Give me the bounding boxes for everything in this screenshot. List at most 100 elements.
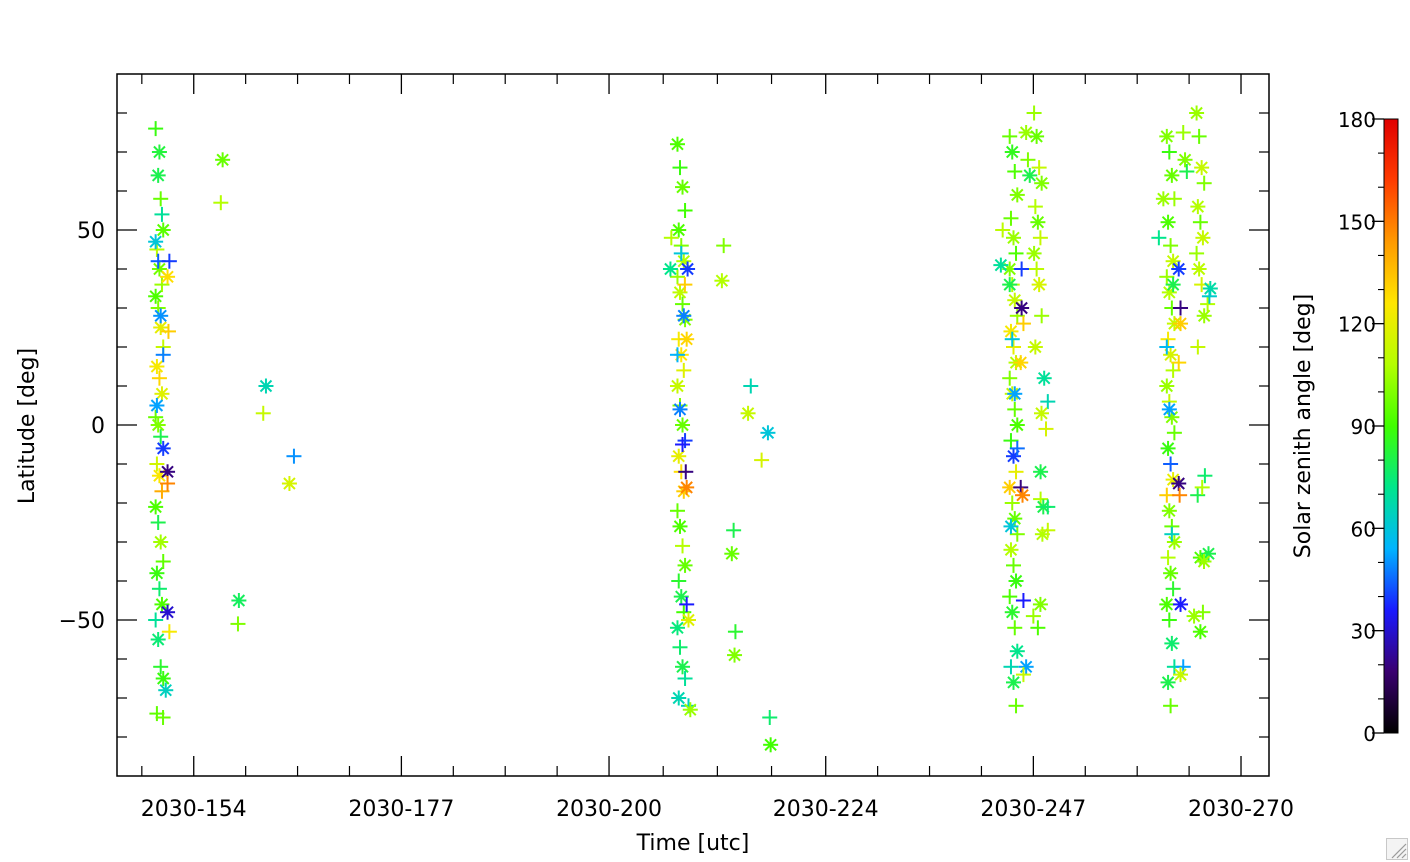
plus-marker (1175, 125, 1191, 140)
asterisk-marker (669, 136, 685, 152)
asterisk-marker (1161, 503, 1177, 519)
asterisk-marker (760, 425, 776, 441)
plus-marker (1038, 421, 1054, 437)
asterisk-marker (1164, 635, 1180, 651)
asterisk-marker (1189, 105, 1205, 121)
asterisk-marker (1191, 261, 1207, 277)
plus-marker (1003, 210, 1019, 226)
plus-marker (1192, 214, 1208, 230)
x-tick-label: 2030-224 (773, 797, 879, 822)
plus-marker (678, 464, 694, 480)
plus-marker (1161, 612, 1177, 628)
asterisk-marker (763, 737, 779, 753)
plus-marker (161, 253, 177, 269)
plus-marker (1160, 331, 1176, 347)
plus-marker (669, 347, 685, 363)
plus-marker (1164, 526, 1180, 542)
asterisk-marker (1192, 624, 1208, 640)
y-tick-label: 50 (77, 219, 105, 244)
colorbar-tick-label: 180 (1338, 108, 1376, 132)
plus-marker (1191, 128, 1207, 144)
colorbar-tick-label: 120 (1338, 313, 1376, 337)
plus-marker (1029, 261, 1045, 277)
plus-marker (676, 362, 692, 378)
asterisk-marker (155, 222, 171, 238)
asterisk-marker (281, 476, 297, 491)
plus-marker (1197, 468, 1213, 484)
plus-marker (679, 596, 695, 612)
plus-marker (1007, 620, 1023, 636)
asterisk-marker (714, 273, 730, 289)
plus-marker (1004, 331, 1020, 347)
asterisk-marker (1014, 300, 1030, 316)
asterisk-marker (1004, 604, 1020, 620)
asterisk-marker (155, 671, 171, 686)
plus-marker (255, 405, 271, 421)
plus-marker (148, 612, 164, 628)
asterisk-marker (1159, 596, 1175, 612)
plus-marker (1159, 269, 1175, 285)
asterisk-marker (1196, 308, 1212, 324)
plus-marker (1194, 479, 1210, 495)
colorbar-ticks: 0 30 60 90 120 150 180 (1338, 108, 1384, 746)
asterisk-marker (740, 405, 756, 421)
asterisk-marker (1160, 214, 1176, 230)
asterisk-marker (154, 386, 170, 402)
plus-marker (1003, 433, 1019, 449)
asterisk-marker (1009, 187, 1025, 203)
plus-marker (155, 554, 171, 569)
plus-marker (213, 195, 229, 211)
colorbar-scale (1383, 118, 1399, 734)
plus-marker (669, 269, 685, 285)
plus-marker (1200, 296, 1216, 312)
asterisk-marker (672, 518, 688, 534)
asterisk-marker (1003, 518, 1019, 534)
plus-marker (675, 296, 691, 312)
asterisk-marker (1004, 144, 1020, 160)
asterisk-marker (154, 596, 170, 612)
asterisk-marker (1030, 214, 1046, 230)
asterisk-marker (148, 288, 164, 304)
plus-marker (160, 323, 176, 339)
asterisk-marker (673, 589, 689, 605)
plus-marker (1013, 479, 1029, 495)
plus-marker (1032, 230, 1048, 246)
asterisk-marker (1036, 370, 1052, 386)
x-axis-title: Time [utc] (636, 831, 750, 856)
asterisk-marker (1165, 277, 1181, 293)
asterisk-marker (1201, 546, 1217, 562)
asterisk-marker (1022, 167, 1038, 183)
plus-marker (762, 710, 778, 725)
asterisk-marker (680, 261, 696, 277)
asterisk-marker (1195, 230, 1211, 246)
plus-marker (1173, 300, 1189, 316)
plus-marker (1040, 522, 1056, 538)
asterisk-marker (1159, 128, 1175, 144)
plus-marker (154, 206, 170, 222)
colorbar-title: Solar zenith angle [deg] (1291, 294, 1316, 558)
asterisk-marker (158, 682, 174, 698)
plus-marker (161, 624, 177, 640)
y-tick-label: −50 (59, 609, 105, 634)
plus-marker (1025, 608, 1041, 624)
plus-marker (677, 203, 693, 218)
resize-grip-icon[interactable] (1386, 838, 1408, 860)
plus-marker (1006, 557, 1022, 573)
asterisk-marker (1171, 261, 1187, 277)
plus-marker (1008, 698, 1024, 714)
plus-marker (150, 515, 166, 530)
asterisk-marker (1031, 277, 1047, 293)
plus-marker (663, 230, 679, 246)
asterisk-marker (1034, 175, 1050, 191)
plus-marker (1040, 499, 1056, 515)
asterisk-marker (1006, 674, 1022, 690)
plus-marker (1172, 487, 1188, 503)
plus-marker (675, 538, 691, 554)
x-tick-label: 2030-200 (556, 797, 662, 822)
asterisk-marker (1173, 316, 1189, 332)
asterisk-marker (680, 612, 696, 628)
asterisk-marker (1027, 339, 1043, 355)
asterisk-marker (1033, 405, 1049, 421)
asterisk-marker (149, 359, 165, 374)
plus-marker (153, 191, 169, 207)
